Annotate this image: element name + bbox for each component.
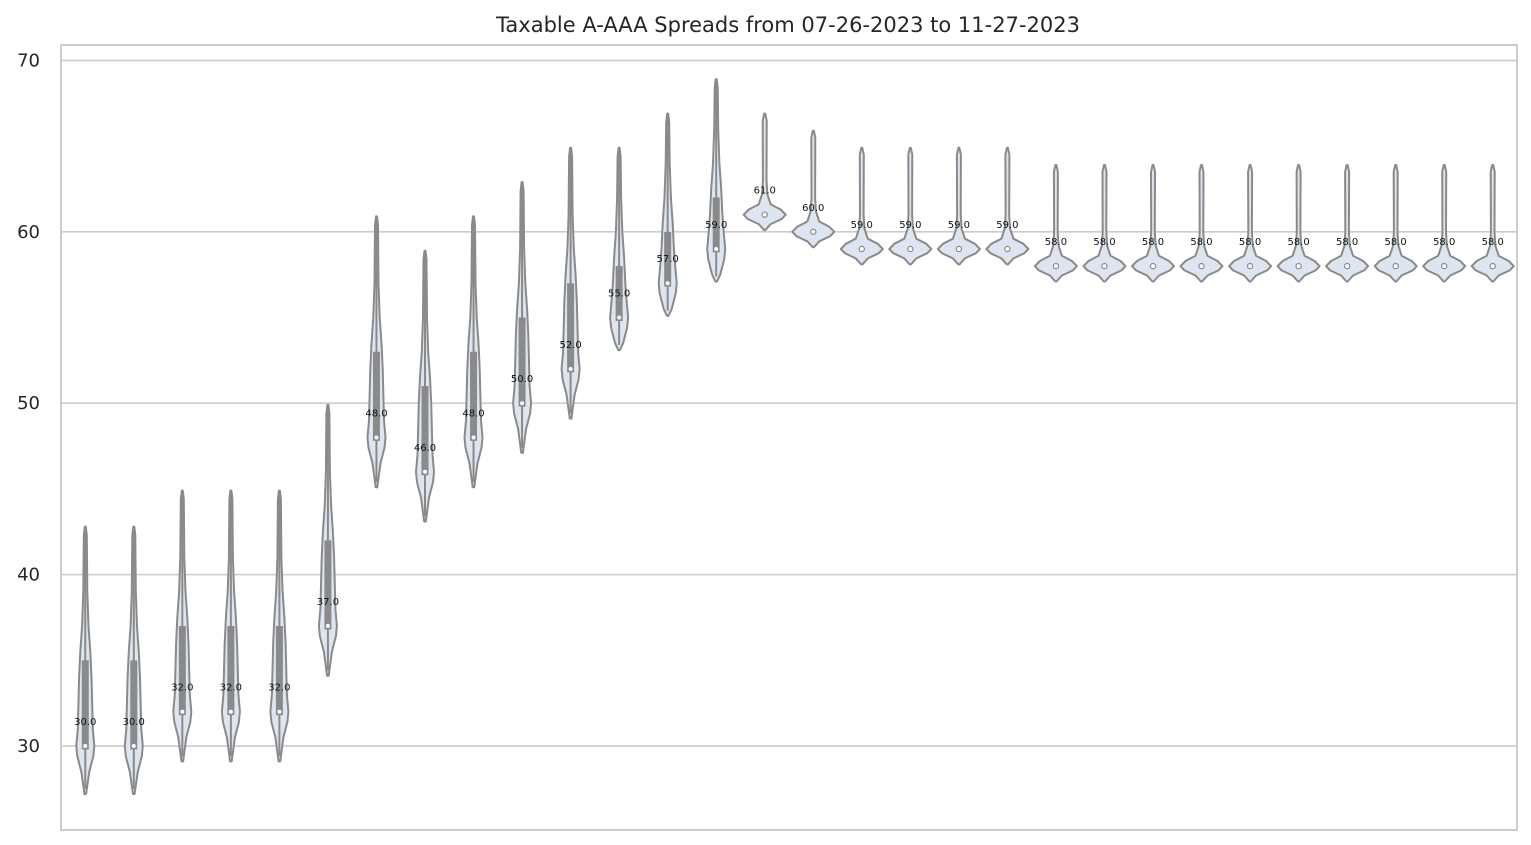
plot-frame (60, 44, 1518, 831)
y-axis-ticks: 30 40 50 60 70 (17, 50, 40, 757)
violin-median-point (518, 400, 526, 407)
violin-body (1373, 164, 1418, 283)
violin-body (888, 146, 933, 266)
violin-median-point (1489, 262, 1496, 270)
violin-median-point (82, 742, 89, 750)
violin-body (1325, 164, 1370, 283)
y-tick-label: 50 (17, 393, 40, 414)
median-value-label: 32.0 (171, 683, 193, 694)
violin-median-point (1052, 262, 1060, 270)
median-value-label: 52.0 (559, 340, 581, 351)
violin-body (1131, 164, 1175, 283)
y-tick-label: 70 (17, 50, 40, 71)
y-tick-label: 30 (17, 736, 40, 757)
violin-body (839, 146, 884, 266)
median-value-label: 55.0 (608, 289, 630, 300)
violin-median-point (1343, 262, 1351, 270)
violin-median-point (664, 280, 671, 287)
median-value-label: 58.0 (1142, 237, 1164, 248)
median-value-label: 32.0 (268, 683, 290, 694)
violin-median-point (1392, 262, 1399, 270)
violin-median-point (227, 708, 235, 715)
median-value-label: 58.0 (1287, 237, 1309, 248)
violin-median-point (130, 742, 137, 750)
violin-median-point (1198, 262, 1205, 270)
violin-median-point (373, 434, 380, 441)
violin-body (1228, 164, 1273, 283)
violin-median-point (955, 245, 963, 253)
median-value-label: 32.0 (220, 683, 242, 694)
violin-body (1422, 164, 1467, 283)
median-value-label: 59.0 (851, 220, 873, 231)
violin-median-point (858, 245, 866, 253)
violin-median-point (567, 365, 574, 373)
violin-median-point (421, 468, 429, 475)
median-value-label: 58.0 (1045, 237, 1067, 248)
violin-median-point (1295, 262, 1302, 270)
violin-median-point (276, 708, 283, 715)
violin-median-point (324, 622, 332, 630)
median-value-label: 58.0 (1093, 237, 1115, 248)
median-value-label: 59.0 (948, 220, 970, 231)
median-value-label: 59.0 (899, 220, 921, 231)
violin-median-point (761, 211, 768, 218)
violin-body (1470, 164, 1515, 283)
violin-median-point (179, 708, 186, 715)
violin-median-point (470, 434, 477, 441)
median-value-label: 58.0 (1433, 237, 1455, 248)
median-value-label: 60.0 (802, 203, 824, 214)
median-value-label: 58.0 (1190, 237, 1212, 248)
violin-median-point (1004, 245, 1011, 253)
violin-body (1276, 164, 1321, 283)
violin-body (1179, 164, 1224, 283)
violin-body (742, 112, 787, 232)
violin-body (936, 146, 981, 266)
median-value-label: 50.0 (511, 374, 533, 385)
median-labels: 30.0 30.0 32.0 32.0 32.0 37.0 48.0 46.0 48.0 50.0… (74, 186, 1504, 728)
y-tick-label: 40 (17, 565, 40, 586)
violin-body (1033, 164, 1078, 283)
median-value-label: 58.0 (1482, 237, 1504, 248)
violin-median-point (1440, 262, 1448, 270)
median-value-label: 57.0 (657, 254, 679, 265)
median-value-label: 59.0 (996, 220, 1018, 231)
violin-median-point (1246, 262, 1254, 270)
median-value-label: 61.0 (754, 186, 776, 197)
median-value-label: 48.0 (365, 409, 387, 420)
violin-median-point (1101, 262, 1108, 270)
grid-lines (61, 59, 1517, 747)
violin-median-point (713, 245, 720, 253)
median-value-label: 30.0 (74, 717, 96, 728)
median-value-label: 59.0 (705, 220, 727, 231)
median-value-label: 48.0 (462, 409, 484, 420)
median-value-label: 37.0 (317, 597, 339, 608)
violin-median-point (810, 228, 817, 236)
violins (75, 78, 1515, 795)
violin-body (1082, 164, 1127, 283)
median-value-label: 30.0 (123, 717, 145, 728)
median-value-label: 58.0 (1239, 237, 1261, 248)
y-tick-label: 60 (17, 222, 40, 243)
violin-body (985, 146, 1030, 266)
median-value-label: 58.0 (1336, 237, 1358, 248)
violin-median-point (615, 314, 623, 321)
violin-median-point (1149, 262, 1157, 270)
chart-title: Taxable A-AAA Spreads from 07-26-2023 to… (495, 13, 1080, 37)
median-value-label: 58.0 (1385, 237, 1407, 248)
violin-median-point (907, 245, 914, 253)
median-value-label: 46.0 (414, 443, 436, 454)
violin-body (791, 129, 836, 249)
